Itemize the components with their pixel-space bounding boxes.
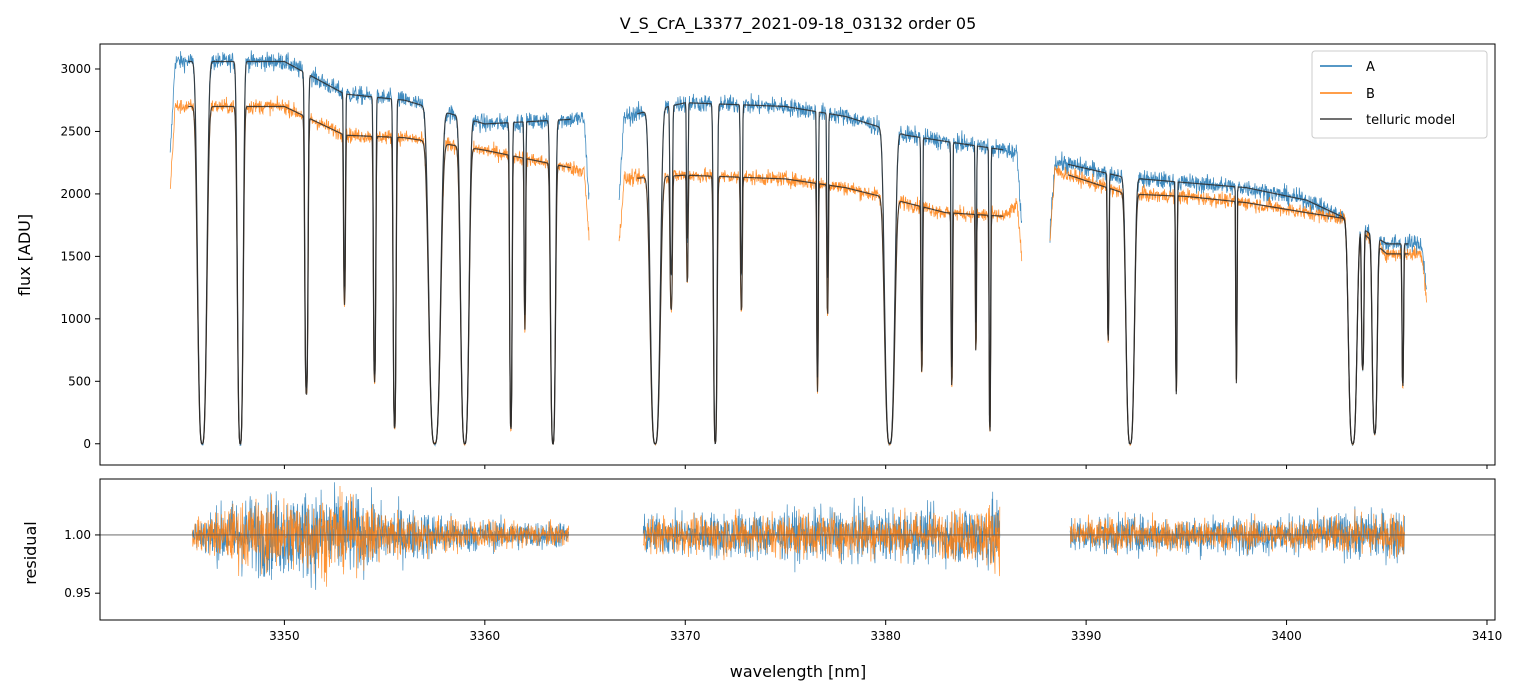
legend-label-model: telluric model: [1366, 113, 1455, 128]
flux-ytick-label: 1000: [60, 312, 91, 326]
residual-ytick-label: 0.95: [64, 586, 91, 600]
residual-x-ticks: 3350 3360 3370 3380 3390 3400 3410: [269, 620, 1502, 643]
flux-axis-label: flux [ADU]: [15, 214, 34, 296]
flux-series-a-segment-2: [618, 93, 1023, 446]
residual-panel: 0.95 1.00 3350 3360 3370 3380 3390 3400 3410 re…: [21, 478, 1502, 681]
flux-axes-frame: [99, 43, 1496, 466]
residual-axes-frame: [99, 478, 1496, 621]
flux-x-ticks: [283, 465, 1488, 469]
legend: A B telluric model: [1311, 50, 1488, 139]
residual-series-b-segment-1: [191, 485, 570, 587]
legend-label-b: B: [1366, 87, 1375, 102]
legend-box: [1311, 50, 1488, 139]
residual-xtick-label: 3350: [269, 629, 300, 643]
telluric-model-b-segment-1: [188, 105, 571, 445]
residual-series-b-segment-2: [642, 504, 1001, 577]
residual-xtick-label: 3390: [1071, 629, 1102, 643]
legend-label-a: A: [1366, 60, 1375, 75]
residual-ytick-label: 1.00: [64, 528, 91, 542]
flux-ytick-label: 1500: [60, 249, 91, 263]
telluric-model-b-segment-2: [637, 174, 1004, 445]
telluric-model-b-segment-3: [1067, 174, 1409, 445]
flux-ytick-label: 2500: [60, 124, 91, 138]
flux-series-b-segment-2: [618, 167, 1023, 446]
residual-xtick-label: 3410: [1472, 629, 1503, 643]
residual-axis-label: residual: [21, 521, 40, 584]
flux-ytick-label: 0: [83, 437, 91, 451]
telluric-model-a-segment-2: [637, 101, 1004, 445]
residual-xtick-label: 3360: [470, 629, 501, 643]
residual-xtick-label: 3400: [1271, 629, 1302, 643]
residual-y-ticks: 0.95 1.00: [64, 528, 100, 600]
wavelength-axis-label: wavelength [nm]: [730, 662, 867, 681]
chart-title: V_S_CrA_L3377_2021-09-18_03132 order 05: [620, 14, 977, 34]
residual-xtick-label: 3370: [670, 629, 701, 643]
residual-series-b-segment-3: [1069, 509, 1405, 559]
flux-y-ticks: 0 500 1000 1500 2000 2500 3000: [60, 62, 100, 451]
residual-xtick-label: 3380: [870, 629, 901, 643]
telluric-model-a-segment-1: [188, 60, 571, 445]
flux-plot-area: [169, 50, 1428, 447]
flux-ytick-label: 500: [68, 374, 91, 388]
flux-ytick-label: 2000: [60, 187, 91, 201]
flux-ytick-label: 3000: [60, 62, 91, 76]
residual-plot-area: [100, 482, 1495, 590]
flux-panel: 0 500 1000 1500 2000 2500 3000 flux [ADU] A B …: [15, 43, 1496, 469]
